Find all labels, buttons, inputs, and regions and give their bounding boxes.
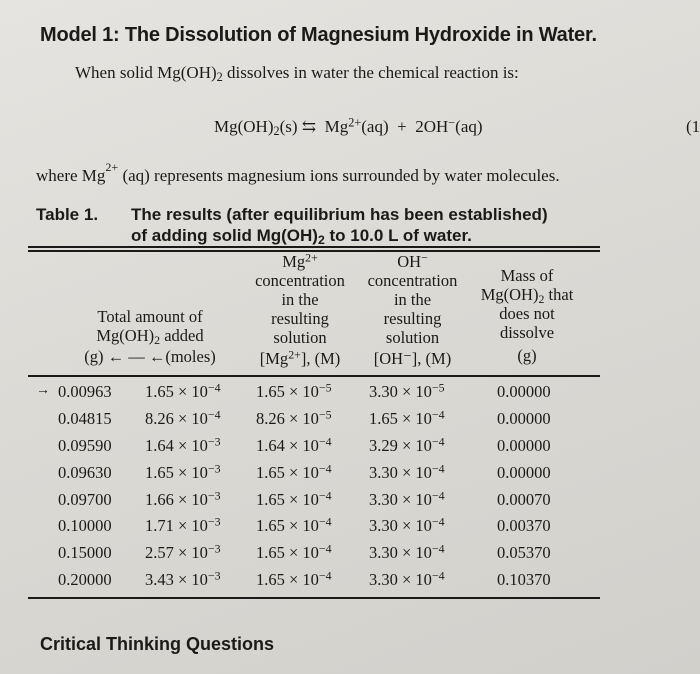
table-top-rule bbox=[28, 246, 600, 248]
header-undissolved-mass: Mass of Mg(OH)2 that does not dissolve (… bbox=[480, 266, 574, 365]
header-mg-concentration: Mg2+ concentration in the resulting solu… bbox=[255, 250, 345, 368]
table-header-rule bbox=[28, 375, 600, 377]
table-caption-line2: of adding solid Mg(OH)2 to 10.0 L of wat… bbox=[131, 226, 472, 248]
header-total-amount: Total amount of Mg(OH)2 added (g) ← — ←(… bbox=[84, 307, 216, 366]
table-caption: Table 1. The results (after equilibrium h… bbox=[36, 205, 548, 224]
table-bottom-rule bbox=[28, 597, 600, 599]
section-heading: Critical Thinking Questions bbox=[40, 634, 275, 654]
handwritten-arrow-icon: → bbox=[36, 383, 50, 398]
reaction-equation: Mg(OH)2(s) ⇆ Mg2+(aq) + 2OH−(aq) bbox=[214, 115, 483, 139]
table-top-rule-2 bbox=[28, 250, 600, 252]
intro-text: When solid Mg(OH)2 dissolves in water th… bbox=[75, 63, 519, 85]
equilibrium-arrow-icon: ⇆ bbox=[301, 117, 317, 136]
header-oh-concentration: OH− concentration in the resulting solut… bbox=[367, 250, 458, 368]
model-title: Model 1: The Dissolution of Magnesium Hy… bbox=[40, 24, 597, 46]
equation-number: (1 bbox=[686, 117, 700, 136]
definition-text: where Mg2+ (aq) represents magnesium ion… bbox=[36, 160, 560, 185]
